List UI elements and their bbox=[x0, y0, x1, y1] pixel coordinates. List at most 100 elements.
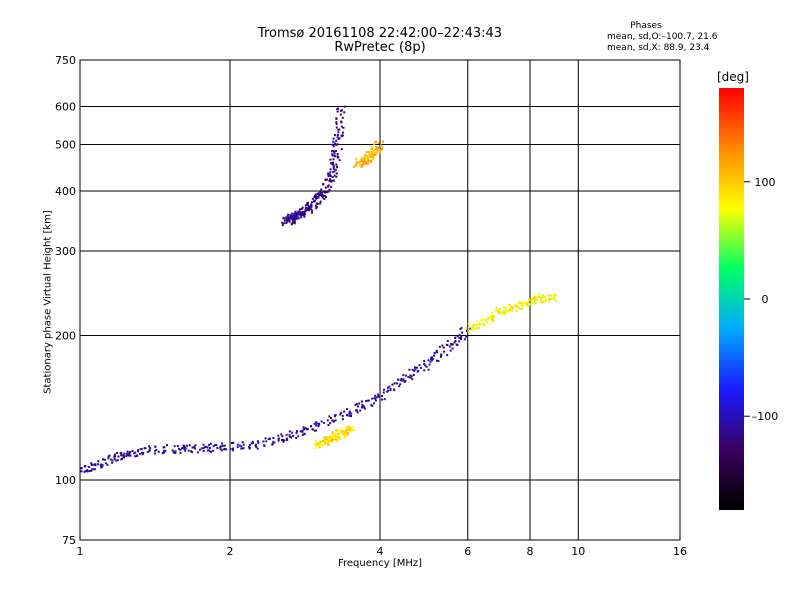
data-point bbox=[378, 395, 381, 398]
data-point bbox=[229, 448, 232, 451]
data-point bbox=[287, 216, 290, 219]
data-point bbox=[296, 215, 299, 218]
data-point bbox=[550, 297, 553, 300]
data-point bbox=[322, 182, 325, 185]
data-point bbox=[315, 205, 318, 208]
data-point bbox=[441, 344, 444, 347]
data-point bbox=[349, 426, 352, 429]
data-point bbox=[349, 430, 352, 433]
data-point bbox=[492, 315, 495, 318]
data-point bbox=[328, 415, 331, 418]
data-point bbox=[193, 447, 196, 450]
data-point bbox=[148, 445, 151, 448]
data-point bbox=[335, 150, 338, 153]
data-point bbox=[451, 347, 454, 350]
data-point bbox=[362, 405, 365, 408]
y-tick-label: 75 bbox=[62, 534, 76, 547]
data-point bbox=[503, 306, 506, 309]
data-point bbox=[529, 303, 532, 306]
data-point bbox=[317, 196, 320, 199]
data-point bbox=[157, 450, 160, 453]
data-point bbox=[400, 378, 403, 381]
data-point bbox=[503, 312, 506, 315]
data-point bbox=[225, 448, 228, 451]
data-point bbox=[458, 336, 461, 339]
data-point bbox=[254, 443, 257, 446]
data-point bbox=[531, 297, 534, 300]
data-point bbox=[509, 305, 512, 308]
data-point bbox=[513, 304, 516, 307]
data-point bbox=[346, 408, 349, 411]
data-point bbox=[162, 449, 165, 452]
y-tick-label: 200 bbox=[55, 330, 76, 343]
x-tick-label: 16 bbox=[673, 545, 687, 558]
data-point bbox=[389, 389, 392, 392]
data-point bbox=[251, 441, 254, 444]
data-point bbox=[133, 452, 136, 455]
data-point bbox=[289, 214, 292, 217]
data-point bbox=[357, 405, 360, 408]
data-point bbox=[419, 366, 422, 369]
phases-title: Phases bbox=[630, 21, 662, 31]
data-point bbox=[319, 191, 322, 194]
data-point bbox=[341, 116, 344, 119]
data-point bbox=[530, 300, 533, 303]
data-point bbox=[208, 443, 211, 446]
data-point bbox=[340, 411, 343, 414]
data-point bbox=[483, 318, 486, 321]
data-point bbox=[372, 158, 375, 161]
data-point bbox=[463, 338, 466, 341]
data-point bbox=[534, 296, 537, 299]
x-tick-label: 6 bbox=[464, 545, 471, 558]
data-point bbox=[389, 388, 392, 391]
data-point bbox=[402, 378, 405, 381]
data-point bbox=[291, 218, 294, 221]
y-tick-label: 750 bbox=[55, 54, 76, 67]
data-point bbox=[319, 202, 322, 205]
data-point bbox=[113, 455, 116, 458]
data-point bbox=[294, 211, 297, 214]
data-point bbox=[316, 444, 319, 447]
data-point bbox=[395, 382, 398, 385]
data-point bbox=[455, 343, 458, 346]
data-point bbox=[433, 352, 436, 355]
data-point bbox=[256, 440, 259, 443]
data-point bbox=[295, 212, 298, 215]
data-point bbox=[320, 188, 323, 191]
data-point bbox=[323, 421, 326, 424]
data-point bbox=[297, 435, 300, 438]
data-point bbox=[346, 428, 349, 431]
data-point bbox=[333, 414, 336, 417]
data-point bbox=[521, 305, 524, 308]
data-point bbox=[348, 427, 351, 430]
data-point bbox=[335, 166, 338, 169]
data-point bbox=[454, 340, 457, 343]
data-point bbox=[223, 444, 226, 447]
data-point bbox=[497, 308, 500, 311]
data-point bbox=[373, 397, 376, 400]
data-point bbox=[264, 437, 267, 440]
data-point bbox=[382, 388, 385, 391]
data-point bbox=[303, 432, 306, 435]
data-point bbox=[382, 140, 385, 143]
data-point bbox=[370, 403, 373, 406]
data-point bbox=[288, 435, 291, 438]
data-point bbox=[495, 307, 498, 310]
data-point bbox=[381, 398, 384, 401]
data-point bbox=[544, 296, 547, 299]
data-point bbox=[335, 144, 338, 147]
data-point bbox=[548, 300, 551, 303]
data-point bbox=[331, 143, 334, 146]
data-point bbox=[311, 197, 314, 200]
data-point bbox=[379, 144, 382, 147]
data-point bbox=[272, 436, 275, 439]
data-point bbox=[87, 465, 90, 468]
data-point bbox=[342, 433, 345, 436]
data-point bbox=[212, 449, 215, 452]
data-point bbox=[277, 437, 280, 440]
data-point bbox=[442, 346, 445, 349]
data-point bbox=[362, 163, 365, 166]
data-point bbox=[318, 446, 321, 449]
data-point bbox=[484, 318, 487, 321]
data-point bbox=[111, 459, 114, 462]
